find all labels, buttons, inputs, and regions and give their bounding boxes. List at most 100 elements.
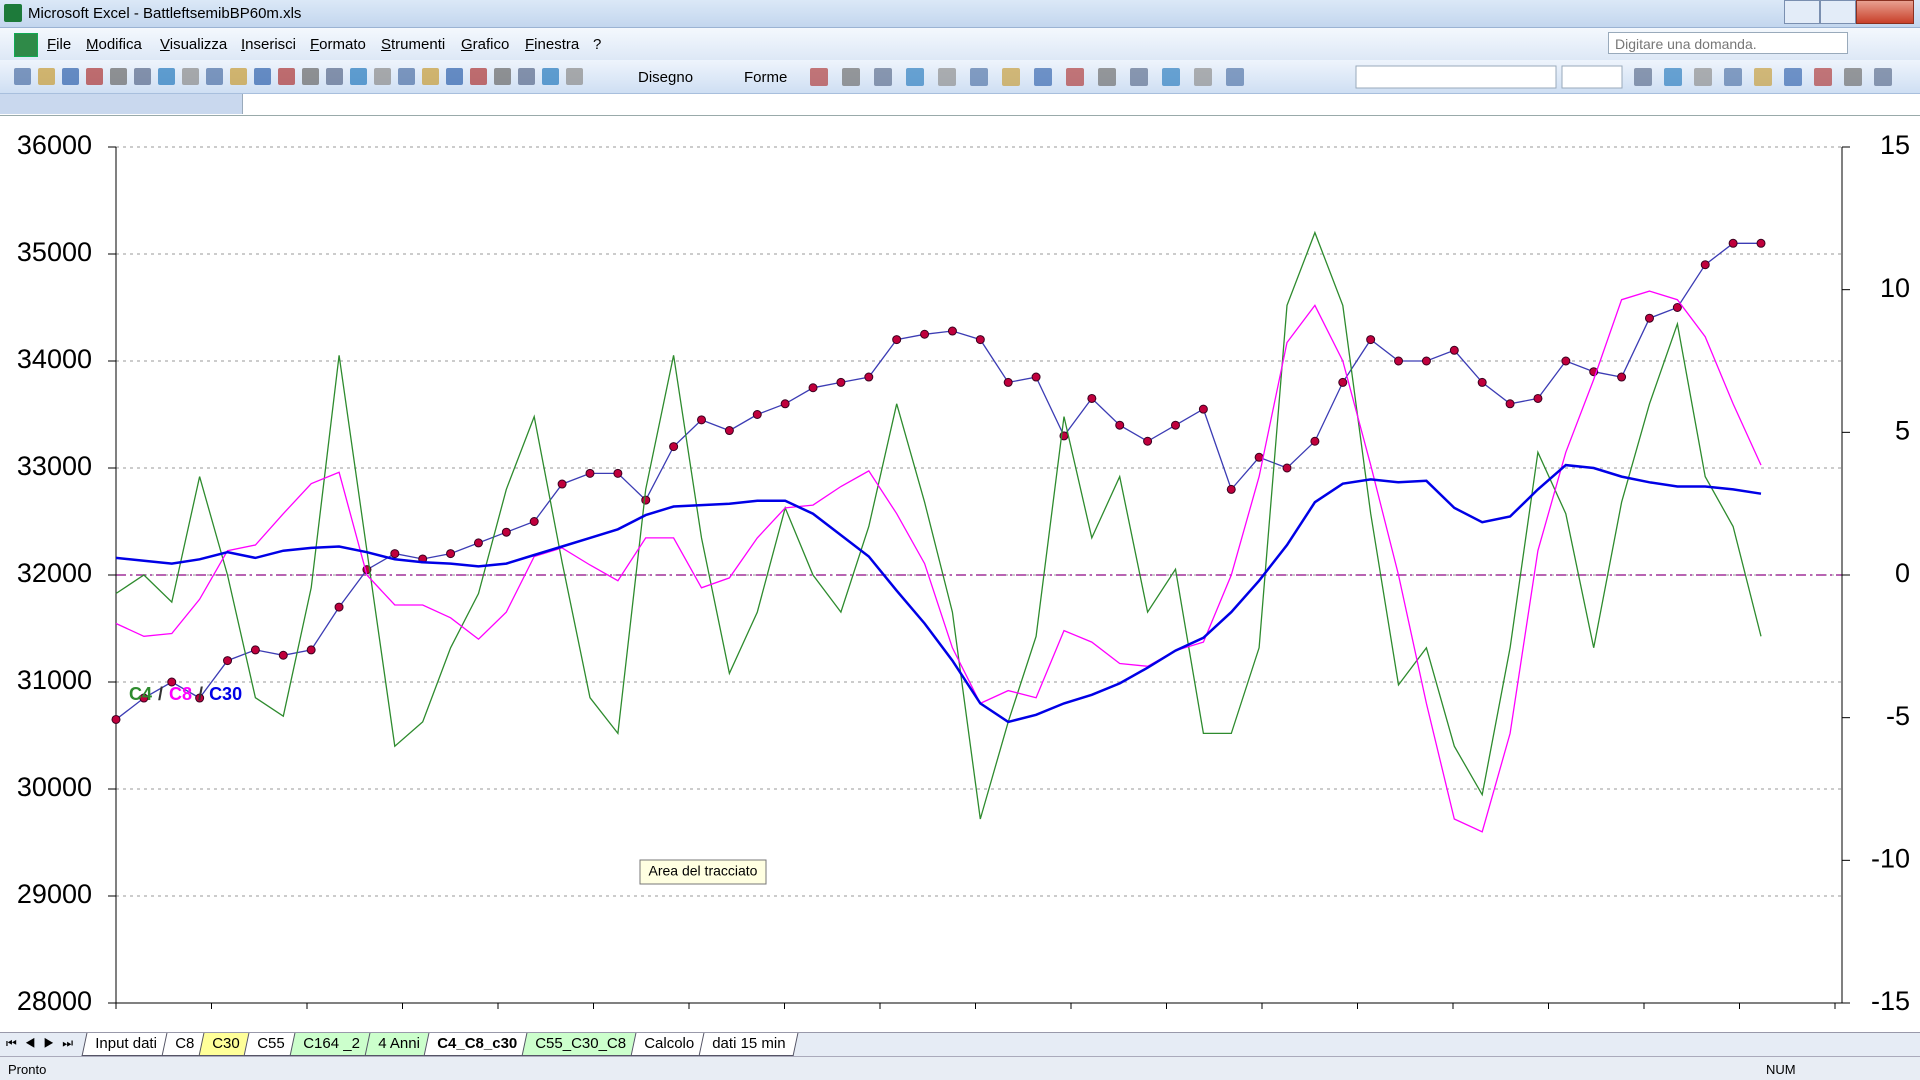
toolbar-icon[interactable]: [86, 68, 103, 85]
toolbar-icon[interactable]: [1724, 68, 1742, 86]
toolbar-icon[interactable]: [810, 68, 828, 86]
toolbar-icon[interactable]: [906, 68, 924, 86]
drawing-menu[interactable]: Disegno: [638, 69, 693, 86]
sheet-tab-label: Calcolo: [644, 1035, 695, 1052]
menu-item[interactable]: Finestra: [525, 36, 580, 53]
data-point: [1617, 372, 1627, 382]
toolbar-icon[interactable]: [874, 68, 892, 86]
toolbar-icon[interactable]: [938, 68, 956, 86]
toolbar-icon[interactable]: [1098, 68, 1116, 86]
data-point: [111, 714, 121, 724]
close-button[interactable]: [1856, 0, 1914, 24]
toolbar-icon[interactable]: [518, 68, 535, 85]
shapes-menu[interactable]: Forme: [744, 69, 787, 86]
toolbar-icon[interactable]: [470, 68, 487, 85]
sheet-tab[interactable]: dati 15 min: [698, 1033, 800, 1056]
help-box[interactable]: Digitare una domanda.: [1608, 32, 1848, 54]
toolbar-icon[interactable]: [14, 68, 31, 85]
toolbar-icon[interactable]: [1034, 68, 1052, 86]
sheet-tab-label: C164 _2: [303, 1035, 360, 1052]
toolbar-icon[interactable]: [1784, 68, 1802, 86]
toolbar-icon[interactable]: [350, 68, 367, 85]
toolbar-icon[interactable]: [230, 68, 247, 85]
toolbar-icon[interactable]: [398, 68, 415, 85]
minimize-button[interactable]: [1784, 0, 1820, 24]
data-point: [641, 495, 651, 505]
toolbar-icon[interactable]: [182, 68, 199, 85]
toolbar-icon[interactable]: [134, 68, 151, 85]
toolbar-icon[interactable]: [1634, 68, 1652, 86]
data-point: [613, 468, 623, 478]
data-point: [724, 426, 734, 436]
menu-item[interactable]: Formato: [310, 36, 366, 53]
toolbar-icon[interactable]: [970, 68, 988, 86]
sheet-tab[interactable]: C4_C8_c30: [423, 1033, 531, 1056]
data-point: [1087, 393, 1097, 403]
font-box[interactable]: [1355, 65, 1557, 89]
menu-item[interactable]: Inserisci: [241, 36, 297, 53]
toolbar-icon[interactable]: [38, 68, 55, 85]
sheet-tab[interactable]: 4 Anni: [364, 1033, 433, 1056]
toolbar-icon[interactable]: [1874, 68, 1892, 86]
tab-scroll-buttons[interactable]: ⏮◀▶⏭: [6, 1036, 82, 1050]
maximize-button[interactable]: [1820, 0, 1856, 24]
toolbar-icon[interactable]: [206, 68, 223, 85]
toolbar-icon[interactable]: [1754, 68, 1772, 86]
toolbar-icon[interactable]: [326, 68, 343, 85]
data-point: [390, 549, 400, 559]
menu-item[interactable]: Visualizza: [160, 36, 228, 53]
toolbar-icon[interactable]: [842, 68, 860, 86]
y2-tick-label: -10: [1871, 843, 1910, 873]
menu-item[interactable]: File: [47, 36, 72, 53]
toolbar-icon[interactable]: [62, 68, 79, 85]
size-box[interactable]: [1561, 65, 1623, 89]
toolbar-icon[interactable]: [446, 68, 463, 85]
data-point: [557, 479, 567, 489]
y-tick-label: 29000: [17, 879, 92, 909]
sheet-tab-label: dati 15 min: [712, 1035, 786, 1052]
toolbar-icon[interactable]: [1066, 68, 1084, 86]
chart-area: 28000 29000 30000 31000 32000 33000 34000 35000…: [0, 116, 1920, 1032]
toolbar-icon[interactable]: [1664, 68, 1682, 86]
sheet-tab[interactable]: C164 _2: [289, 1033, 374, 1056]
toolbar-icon[interactable]: [302, 68, 319, 85]
status-text: Pronto: [8, 1062, 47, 1077]
data-point: [920, 329, 930, 339]
data-point: [1031, 372, 1041, 382]
toolbar-icon[interactable]: [494, 68, 511, 85]
series-line: [115, 230, 1762, 820]
sheet-tab[interactable]: C55_C30_C8: [522, 1033, 640, 1056]
legend-separator: /: [198, 684, 203, 704]
menu-item[interactable]: ?: [593, 36, 602, 53]
toolbar-icon[interactable]: [158, 68, 175, 85]
toolbar-icon[interactable]: [1162, 68, 1180, 86]
name-box[interactable]: [0, 94, 243, 114]
toolbar-icon[interactable]: [422, 68, 439, 85]
toolbar-icon[interactable]: [1814, 68, 1832, 86]
data-point: [167, 677, 177, 687]
toolbar-icon[interactable]: [1002, 68, 1020, 86]
data-point: [1170, 420, 1180, 430]
toolbar-icon[interactable]: [278, 68, 295, 85]
toolbar-icon[interactable]: [1844, 68, 1862, 86]
data-point: [1756, 238, 1766, 248]
toolbar-icon[interactable]: [566, 68, 583, 85]
toolbar-icon[interactable]: [254, 68, 271, 85]
sheet-tab[interactable]: Calcolo: [630, 1033, 708, 1056]
data-point: [780, 399, 790, 409]
toolbar-icon[interactable]: [1694, 68, 1712, 86]
legend-separator: /: [158, 684, 163, 704]
toolbar-icon[interactable]: [110, 68, 127, 85]
toolbar-icon[interactable]: [1226, 68, 1244, 86]
sheet-tab-label: C55_C30_C8: [535, 1035, 627, 1052]
toolbar-icon[interactable]: [542, 68, 559, 85]
data-point: [1198, 404, 1208, 414]
toolbar-icon[interactable]: [1130, 68, 1148, 86]
toolbar-icon[interactable]: [374, 68, 391, 85]
sheet-tab[interactable]: Input dati: [81, 1033, 171, 1056]
menu-item[interactable]: Modifica: [86, 36, 142, 53]
menu-item[interactable]: Strumenti: [381, 36, 446, 53]
menu-item[interactable]: Grafico: [461, 36, 510, 53]
toolbar-icon[interactable]: [1194, 68, 1212, 86]
chart: 28000 29000 30000 31000 32000 33000 34000 35000…: [17, 130, 1910, 1016]
